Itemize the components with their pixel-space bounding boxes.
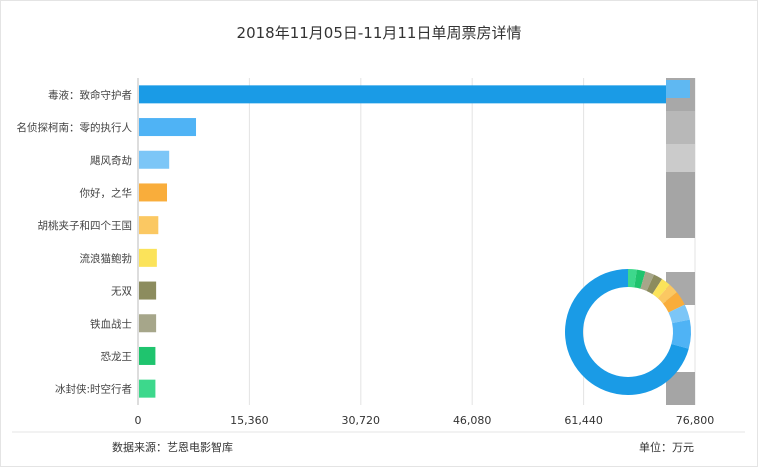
donut-slice[interactable] bbox=[640, 271, 655, 292]
donut-slice[interactable] bbox=[668, 304, 690, 324]
category-label: 铁血战士 bbox=[90, 317, 132, 330]
bar[interactable] bbox=[139, 118, 197, 137]
category-label: 你好，之华 bbox=[80, 186, 133, 199]
donut-slice[interactable] bbox=[634, 269, 646, 289]
chart-title: 2018年11月05日-11月11日单周票房详情 bbox=[237, 24, 522, 42]
category-label: 无双 bbox=[111, 286, 132, 298]
category-label: 流浪猫鲍勃 bbox=[80, 252, 133, 265]
overlay-block bbox=[666, 80, 690, 98]
bar[interactable] bbox=[139, 314, 157, 333]
bar[interactable] bbox=[139, 85, 690, 104]
category-label: 恐龙王 bbox=[101, 350, 133, 363]
category-label: 名侦探柯南：零的执行人 bbox=[17, 121, 133, 134]
x-tick-label: 76,800 bbox=[676, 414, 715, 427]
x-tick-label: 0 bbox=[135, 414, 142, 427]
bar[interactable] bbox=[139, 150, 170, 169]
bar[interactable] bbox=[139, 346, 156, 365]
bar[interactable] bbox=[139, 379, 156, 398]
unit-note: 单位：万元 bbox=[639, 440, 694, 454]
x-tick-label: 46,080 bbox=[453, 414, 492, 427]
category-label: 冰封侠:时空行者 bbox=[55, 383, 132, 396]
overlay-block bbox=[666, 172, 695, 238]
donut-slice[interactable] bbox=[662, 292, 685, 313]
x-tick-label: 30,720 bbox=[342, 414, 381, 427]
donut-slice[interactable] bbox=[652, 279, 670, 299]
donut-slice[interactable] bbox=[657, 284, 677, 304]
overlay-block bbox=[666, 111, 695, 144]
source-note: 数据来源：艺恩电影智库 bbox=[112, 440, 233, 454]
donut-slice[interactable] bbox=[646, 274, 663, 295]
bar[interactable] bbox=[139, 183, 168, 202]
category-label: 毒液：致命守护者 bbox=[48, 88, 132, 101]
bar[interactable] bbox=[139, 281, 157, 300]
bar[interactable] bbox=[139, 248, 157, 267]
x-tick-label: 15,360 bbox=[230, 414, 269, 427]
category-label: 胡桃夹子和四个王国 bbox=[38, 219, 133, 232]
x-tick-label: 61,440 bbox=[564, 414, 603, 427]
bar[interactable] bbox=[139, 216, 159, 235]
category-label: 飓风奇劫 bbox=[90, 154, 132, 167]
overlay-block bbox=[666, 144, 695, 172]
donut-slice[interactable] bbox=[628, 269, 637, 288]
donut-slice[interactable] bbox=[671, 319, 691, 349]
